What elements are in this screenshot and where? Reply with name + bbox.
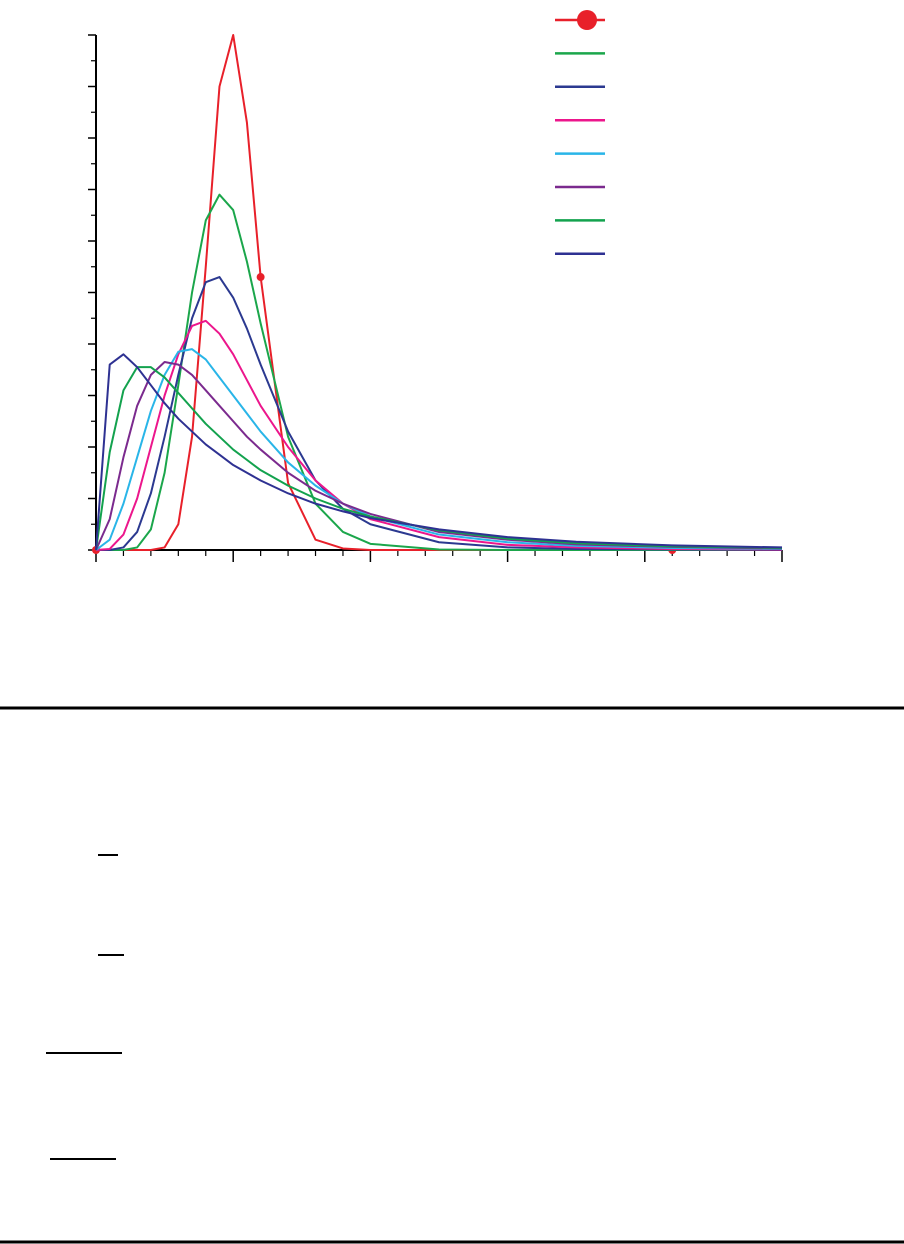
lower-section xyxy=(0,706,904,1244)
series-line xyxy=(96,193,782,551)
legend-marker xyxy=(577,10,597,30)
series-line xyxy=(95,319,783,551)
series-line xyxy=(96,34,782,551)
series-line xyxy=(95,366,783,551)
series-line xyxy=(95,353,783,551)
series-line xyxy=(96,276,783,551)
series-line xyxy=(95,348,783,551)
series-line xyxy=(95,361,783,551)
data-point xyxy=(256,273,265,282)
